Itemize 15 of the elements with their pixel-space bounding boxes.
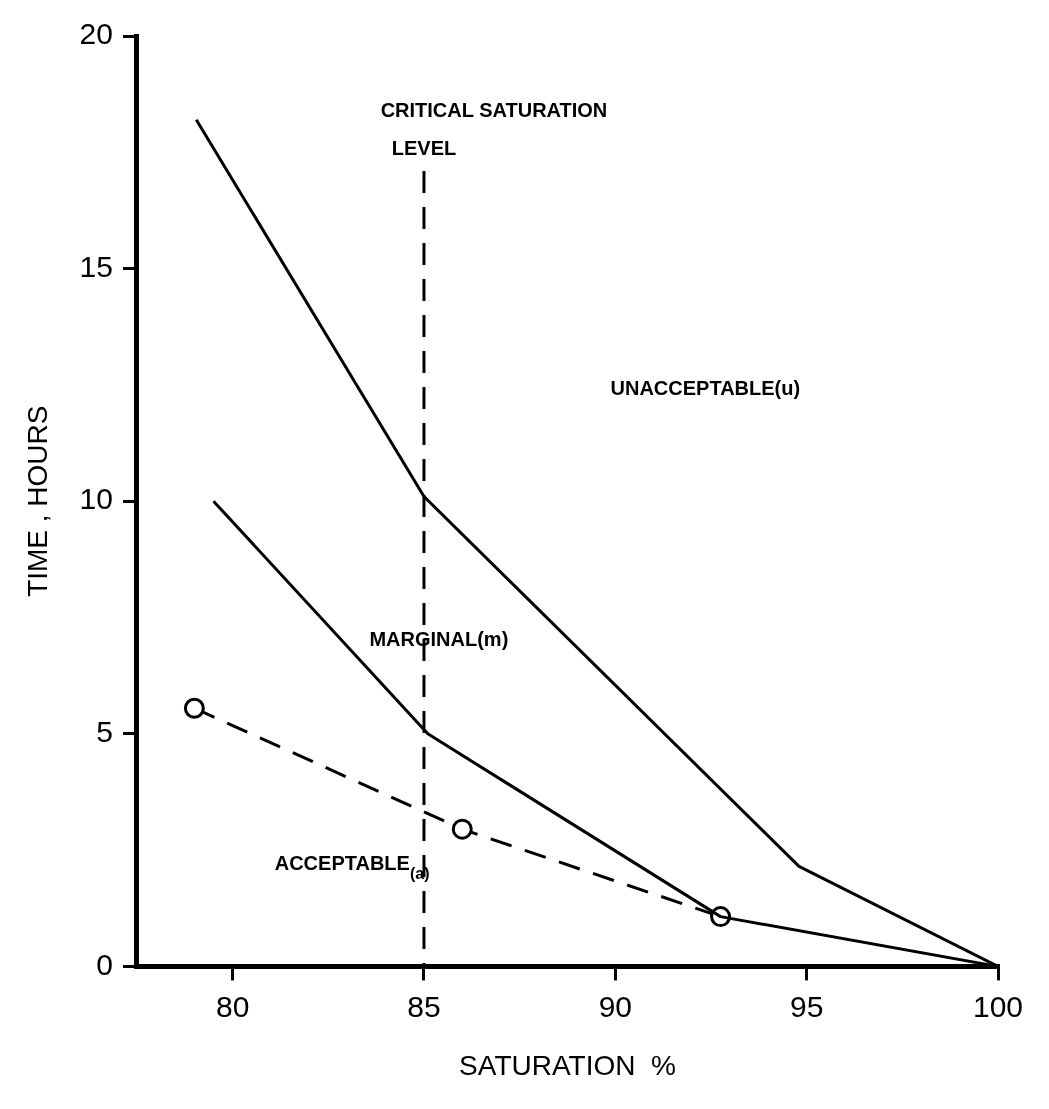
x-tick-label: 95 — [789, 989, 824, 1023]
x-tick-label: 85 — [407, 989, 441, 1023]
y-tick-label: 20 — [79, 17, 113, 51]
annotation: UNACCEPTABLE(u) — [610, 377, 801, 400]
y-tick-label: 5 — [96, 715, 113, 749]
y-tick-label: 15 — [79, 249, 113, 283]
y-tick-label: 0 — [96, 947, 113, 981]
y-axis-title: TIME , HOURS — [21, 405, 53, 597]
x-tick-label: 80 — [215, 989, 250, 1023]
y-tick-label: 10 — [79, 482, 113, 516]
x-tick-label: 100 — [972, 989, 1024, 1023]
x-tick-label: 90 — [598, 989, 633, 1023]
x-axis-title: SATURATION % — [459, 1049, 676, 1081]
annotation: MARGINAL(m) — [369, 628, 509, 651]
ref-line-label: CRITICAL SATURATION LEVEL — [380, 98, 608, 159]
